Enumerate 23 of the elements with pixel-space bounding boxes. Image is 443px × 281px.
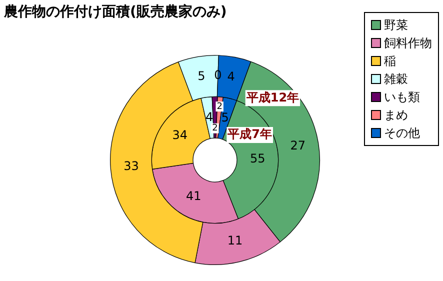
data-label: 55 (250, 152, 266, 166)
data-label: 5 (221, 110, 229, 125)
text: 0 (214, 68, 222, 82)
legend-label: 稲 (384, 53, 396, 70)
legend-label: いも類 (384, 89, 420, 106)
chart-title: 農作物の作付け面積(販売農家のみ) (4, 3, 227, 21)
data-label: 33 (124, 159, 139, 174)
data-label: 34 (172, 128, 188, 142)
slice-label: 平成7年 (226, 127, 272, 142)
data-label: 41 (186, 189, 202, 204)
data-label: 11 (227, 234, 243, 248)
data-label: 27 (290, 138, 306, 153)
data-label: 4 (227, 70, 235, 84)
slice-label: 平成12年 (245, 90, 300, 104)
legend-label: まめ (384, 107, 408, 124)
legend-label: 飼料作物 (384, 35, 432, 52)
data-label: 2 (216, 102, 222, 112)
legend-label: 野菜 (384, 17, 408, 34)
data-label: 5 (198, 69, 206, 84)
legend-label: その他 (384, 125, 420, 142)
data-label: 4 (205, 110, 214, 124)
data-label: 2 (212, 124, 218, 134)
legend-label: 雑穀 (384, 71, 408, 88)
